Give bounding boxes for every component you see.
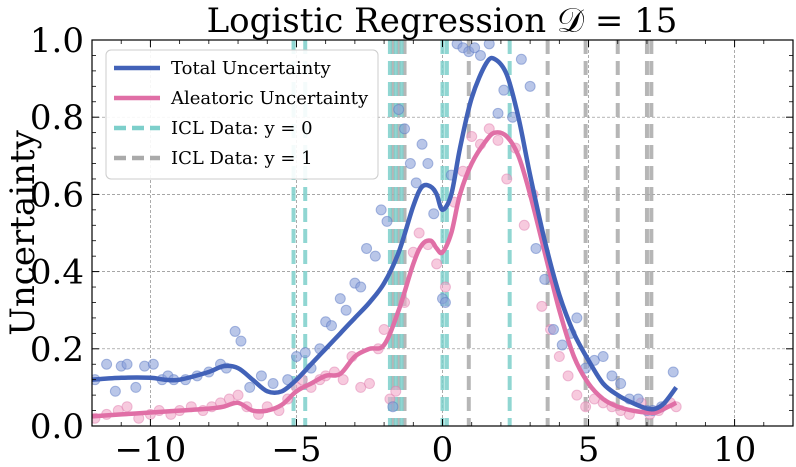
total-point <box>326 320 338 332</box>
total-point <box>393 103 405 115</box>
total-point <box>606 370 618 382</box>
total-point <box>515 53 527 65</box>
x-tick-label: 5 <box>578 430 600 467</box>
total-point <box>483 40 495 50</box>
x-tick-label: 10 <box>713 430 756 467</box>
total-point <box>334 293 346 305</box>
legend-label: Aleatoric Uncertainty <box>170 88 369 109</box>
y-tick-label: 0.8 <box>30 98 84 138</box>
total-point <box>130 381 142 393</box>
total-point <box>109 385 121 397</box>
total-point <box>369 250 381 262</box>
aleatoric-uncertainty-line <box>92 130 678 419</box>
total-point <box>355 281 367 293</box>
total-uncertainty-line <box>92 55 679 412</box>
legend-label: ICL Data: y = 1 <box>171 148 313 169</box>
aleatoric-point <box>337 374 349 386</box>
aleatoric-point <box>413 227 425 239</box>
legend-box <box>105 49 379 180</box>
x-tick-label: −10 <box>115 430 187 467</box>
legend-label: ICL Data: y = 0 <box>171 118 313 139</box>
series-layer <box>92 40 682 426</box>
total-point <box>361 242 373 254</box>
total-point <box>469 42 481 54</box>
total-point <box>267 378 279 390</box>
aleatoric-point <box>518 219 530 231</box>
total-point <box>667 366 679 378</box>
total-point <box>244 381 256 393</box>
total-point <box>340 304 352 316</box>
axis-ticks: −10 −5 0 5 10 0.0 0.2 0.4 0.6 0.8 1.0 <box>30 21 794 467</box>
total-point <box>387 401 399 413</box>
total-point <box>556 339 568 351</box>
legend-label: Total Uncertainty <box>171 58 332 79</box>
total-point <box>381 215 393 227</box>
aleatoric-point <box>390 385 402 397</box>
total-point <box>492 107 504 119</box>
y-tick-label: 0.2 <box>30 330 84 370</box>
aleatoric-point <box>378 324 390 335</box>
total-point <box>147 358 159 370</box>
aleatoric-point <box>431 258 443 270</box>
x-tick-label: 0 <box>432 430 454 467</box>
aleatoric-point <box>562 370 574 382</box>
aleatoric-point <box>571 389 583 401</box>
total-point <box>121 358 133 370</box>
aleatoric-point <box>580 401 592 413</box>
total-point <box>299 347 311 359</box>
total-point <box>399 123 411 135</box>
total-point <box>428 208 440 220</box>
total-point <box>597 351 609 363</box>
total-point <box>404 158 416 170</box>
y-tick-label: 0.0 <box>30 407 84 447</box>
total-point <box>498 84 510 96</box>
legend: Total Uncertainty Aleatoric Uncertainty IC… <box>105 49 379 180</box>
total-point <box>474 49 486 61</box>
total-point <box>524 80 536 92</box>
y-tick-label: 0.6 <box>30 175 84 215</box>
aleatoric-point <box>536 300 548 312</box>
y-tick-label: 1.0 <box>30 21 84 61</box>
aleatoric-point <box>466 131 478 142</box>
chart-title: Logistic Regression 𝒟 = 15 <box>207 1 678 41</box>
total-point <box>547 324 559 335</box>
total-point <box>235 335 247 347</box>
aleatoric-point <box>121 401 133 413</box>
total-point <box>229 325 241 337</box>
total-point <box>101 358 113 370</box>
total-point <box>410 177 422 189</box>
aleatoric-point <box>232 389 244 401</box>
total-point <box>530 242 542 254</box>
y-axis-label: Uncertainty <box>3 129 43 335</box>
total-point <box>255 370 267 382</box>
total-point <box>422 158 434 170</box>
aleatoric-point <box>439 281 451 293</box>
aleatoric-point <box>553 351 565 363</box>
total-point <box>375 204 387 216</box>
total-point <box>439 296 451 308</box>
aleatoric-point <box>501 173 513 185</box>
x-tick-label: −5 <box>271 430 321 467</box>
total-point <box>571 312 583 324</box>
aleatoric-point <box>492 134 504 146</box>
y-tick-label: 0.4 <box>30 253 84 293</box>
total-point <box>416 138 428 150</box>
total-point <box>615 378 627 390</box>
aleatoric-point <box>363 378 375 390</box>
